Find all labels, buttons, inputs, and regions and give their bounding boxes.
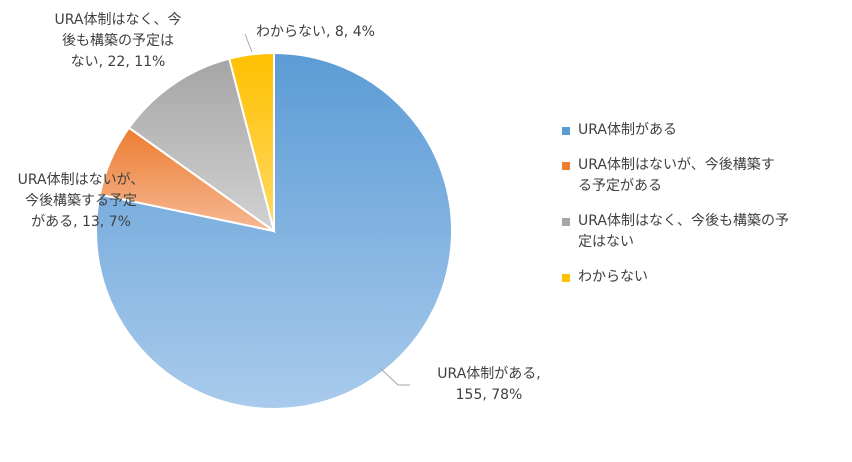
label-line: URA体制はなく、今 (54, 12, 182, 28)
slice-no-plan (127, 57, 276, 234)
label-no-plan: URA体制はなく、今 後も構築の予定は ない, 22, 11% (28, 10, 208, 73)
label-line: URA体制はないが、 (17, 172, 145, 188)
label-line: 今後構築する予定 (25, 193, 137, 209)
label-ura-exists: URA体制がある, 155, 78% (414, 364, 564, 406)
legend-label: URA体制はないが、今後構築す (578, 157, 775, 173)
legend-swatch (562, 162, 570, 170)
legend-label: URA体制はなく、今後も構築の予 (578, 213, 789, 229)
legend: URA体制がある URA体制はないが、今後構築す る予定がある URA体制はなく、今後… (562, 120, 852, 302)
leader-line (244, 33, 253, 53)
legend-label: る予定がある (578, 178, 662, 194)
pie-slices (95, 51, 453, 410)
legend-item-no-plan: URA体制はなく、今後も構築の予 定はない (562, 211, 852, 253)
leader-lines (244, 33, 410, 386)
leader-line (379, 367, 410, 386)
label-line: ない, 22, 11% (70, 54, 166, 70)
legend-swatch (562, 218, 570, 226)
legend-item-unknown: わからない (562, 267, 852, 288)
label-line: がある, 13, 7% (31, 214, 131, 230)
legend-label: わからない (578, 269, 648, 285)
legend-item-ura-exists: URA体制がある (562, 120, 852, 141)
legend-label: URA体制がある (578, 122, 677, 138)
label-line: 155, 78% (455, 387, 523, 403)
label-line: URA体制がある, (437, 366, 541, 382)
legend-label: 定はない (578, 234, 634, 250)
legend-item-planned: URA体制はないが、今後構築す る予定がある (562, 155, 852, 197)
label-line: 後も構築の予定は (62, 33, 174, 49)
slice-unknown (228, 51, 275, 232)
label-line: わからない, 8, 4% (256, 24, 375, 40)
legend-swatch (562, 274, 570, 282)
legend-swatch (562, 127, 570, 135)
label-planned: URA体制はないが、 今後構築する予定 がある, 13, 7% (0, 170, 162, 233)
label-unknown: わからない, 8, 4% (256, 22, 416, 43)
